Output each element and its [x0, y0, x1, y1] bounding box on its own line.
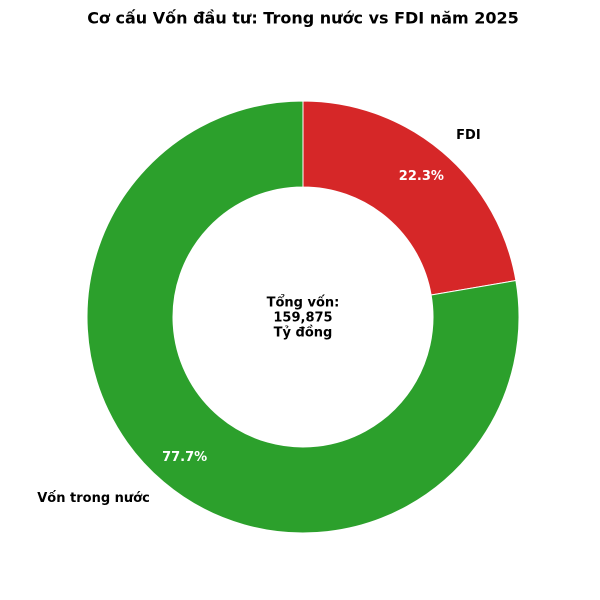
value-label: 22.3% [399, 169, 444, 184]
chart-title: Cơ cấu Vốn đầu tư: Trong nước vs FDI năm… [87, 9, 519, 28]
slice [86, 100, 520, 534]
category-label: FDI [456, 128, 481, 143]
slice [302, 100, 517, 296]
center-text: 159,875 [273, 311, 332, 326]
category-label: Vốn trong nước [37, 491, 150, 506]
value-label: 77.7% [162, 450, 207, 465]
center-text: Tỷ đồng [274, 326, 333, 341]
center-text: Tổng vốn: [267, 295, 340, 311]
